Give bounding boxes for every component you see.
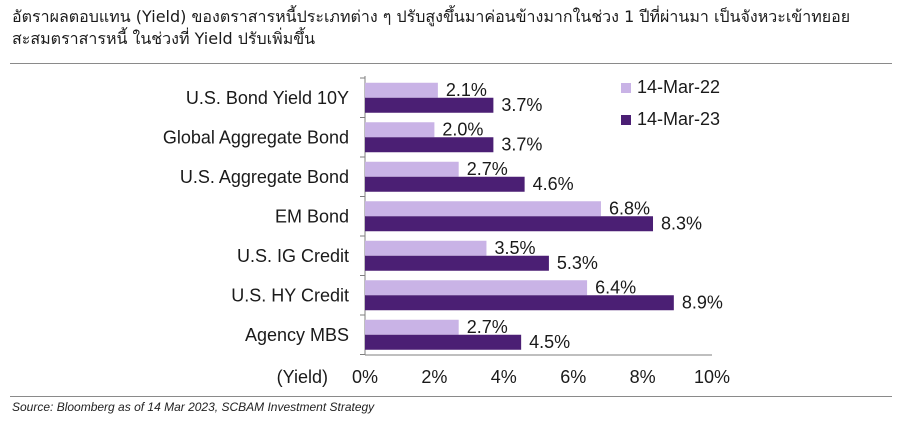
data-label: 3.7% <box>501 95 542 115</box>
bar-mar22 <box>365 122 435 138</box>
source-note: Source: Bloomberg as of 14 Mar 2023, SCB… <box>12 400 375 414</box>
legend-swatch <box>621 115 631 125</box>
x-tick-label: 2% <box>421 367 447 387</box>
data-label: 2.7% <box>467 159 508 179</box>
bar-mar23 <box>365 334 522 350</box>
data-label: 2.7% <box>467 317 508 337</box>
bar-mar23 <box>365 216 654 232</box>
data-label: 2.0% <box>442 119 483 139</box>
data-label: 4.5% <box>529 332 570 352</box>
x-tick-label: 10% <box>694 367 730 387</box>
bar-mar23 <box>365 176 525 192</box>
legend-label: 14-Mar-23 <box>637 109 720 129</box>
bar-mar22 <box>365 280 588 296</box>
category-label: U.S. Aggregate Bond <box>180 167 349 187</box>
legend-swatch <box>621 83 631 93</box>
data-label: 6.8% <box>609 198 650 218</box>
data-label: 3.7% <box>501 134 542 154</box>
category-label: EM Bond <box>275 206 349 226</box>
bar-mar22 <box>365 319 459 335</box>
category-label: U.S. IG Credit <box>237 246 349 266</box>
bar-mar22 <box>365 161 459 177</box>
x-tick-label: 8% <box>630 367 656 387</box>
data-label: 8.9% <box>682 292 723 312</box>
bar-mar22 <box>365 82 438 98</box>
bar-mar22 <box>365 240 487 256</box>
data-label: 6.4% <box>595 277 636 297</box>
chart-title: อัตราผลตอบแทน (Yield) ของตราสารหนี้ประเภ… <box>12 7 851 48</box>
title-divider <box>10 63 892 64</box>
bar-chart: U.S. Bond Yield 10Y 2.1% 3.7% Global Aggreg… <box>163 76 730 387</box>
bar-mar23 <box>365 255 549 271</box>
bar-mar23 <box>365 295 674 311</box>
legend-label: 14-Mar-22 <box>637 77 720 97</box>
category-label: Agency MBS <box>245 325 349 345</box>
data-label: 2.1% <box>446 80 487 100</box>
data-label: 8.3% <box>661 213 702 233</box>
data-label: 3.5% <box>494 238 535 258</box>
bar-mar23 <box>365 137 494 153</box>
category-label: U.S. Bond Yield 10Y <box>186 88 349 108</box>
bar-mar22 <box>365 201 601 217</box>
footer-divider <box>10 396 892 397</box>
data-label: 4.6% <box>533 174 574 194</box>
x-tick-label: 0% <box>352 367 378 387</box>
x-axis-title: (Yield) <box>277 367 328 387</box>
category-label: U.S. HY Credit <box>231 285 349 305</box>
x-tick-label: 4% <box>491 367 517 387</box>
category-label: Global Aggregate Bond <box>163 127 349 147</box>
data-label: 5.3% <box>557 253 598 273</box>
bar-mar23 <box>365 97 494 113</box>
x-tick-label: 6% <box>560 367 586 387</box>
